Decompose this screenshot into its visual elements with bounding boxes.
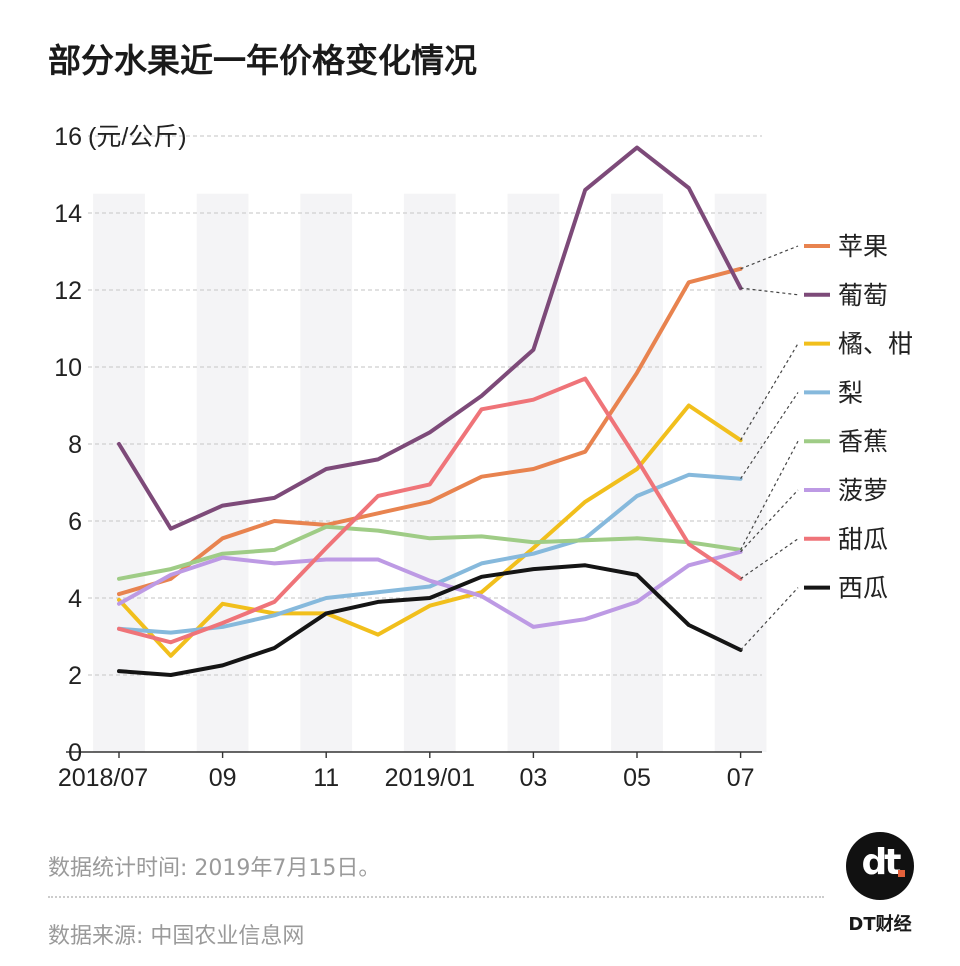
x-tick-label: 11 [313,764,339,792]
brand-name: DT财经 [848,914,912,935]
x-axis-ticks: 2018/07 09 11 2019/01 03 05 07 [58,752,755,792]
legend-leader [740,392,799,479]
series-line [117,472,743,635]
legend-leader-lines [740,245,799,651]
series-line [117,266,743,597]
y-tick-label: 0 [68,739,82,767]
month-band [300,193,353,752]
logo-text: dt [861,842,902,883]
x-tick-label: 03 [519,764,547,792]
y-tick-label: 6 [68,508,82,536]
month-bands [93,193,767,752]
y-tick-label: 16 [54,123,82,151]
x-tick-label: 2019/01 [385,764,475,792]
y-tick-label: 10 [54,354,82,382]
source-note: 数据来源: 中国农业信息网 [48,924,305,949]
series-line [117,563,743,677]
series-lines [117,145,743,677]
x-tick-label: 2018/07 [58,764,148,792]
y-tick-label: 8 [68,431,82,459]
legend-label: 苹果 [838,233,888,261]
stat-time-note: 数据统计时间: 2019年7月15日。 [48,856,381,881]
x-tick-label: 07 [727,764,755,792]
series-line [117,524,743,581]
legend-leader [740,489,799,553]
y-tick-label: 14 [54,200,82,228]
legend-label: 梨 [838,379,863,407]
gridlines [66,135,762,753]
legend-leader [740,440,799,551]
month-band [403,193,456,752]
logo-accent-dot [898,870,905,877]
legend-label: 橘、柑 [838,331,913,359]
series-line [117,145,743,531]
series-line [117,403,743,658]
month-band [611,193,663,752]
legend-label: 香蕉 [838,428,888,456]
y-axis-ticks: 0 2 4 6 8 10 12 14 16 (元/公斤) [54,123,186,767]
note-divider [48,896,824,898]
line-chart: 0 2 4 6 8 10 12 14 16 (元/公斤) 2018/07 09 11 2019/01 03… [54,123,913,792]
month-band [714,193,767,752]
legend-label: 西瓜 [838,575,888,603]
y-tick-label: 2 [68,662,82,690]
x-tick-label: 09 [209,764,237,792]
legend-leader [740,245,799,270]
x-tick-label: 05 [623,764,651,792]
y-tick-label: 12 [54,277,82,305]
brand-logo: dt [846,832,914,900]
series-line [117,376,743,645]
legend-label: 菠萝 [838,477,888,505]
legend-label: 葡萄 [838,282,888,310]
y-tick-label: 4 [68,585,82,613]
chart-title: 部分水果近一年价格变化情况 [48,41,477,80]
legend-leader [740,287,799,296]
series-line [117,549,743,629]
legend-leader [740,343,799,441]
legend-label: 甜瓜 [838,526,888,554]
y-unit-label: (元/公斤) [88,123,187,151]
legend-leader [740,587,799,651]
